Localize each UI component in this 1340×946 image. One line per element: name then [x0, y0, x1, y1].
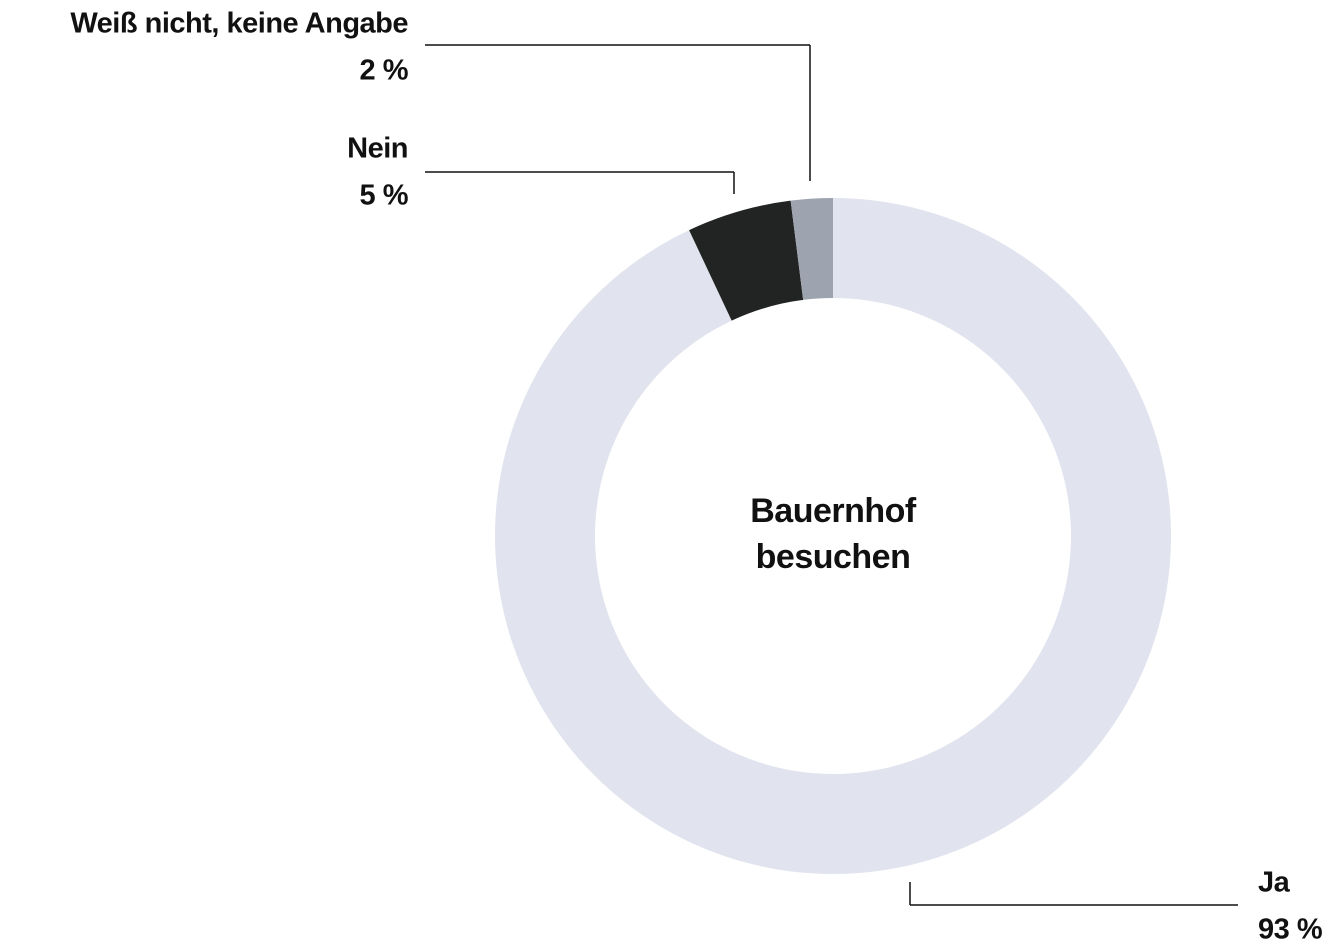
value-label: 93 % — [1258, 914, 1323, 946]
value-label: 2 % — [360, 55, 409, 87]
segment-label: Ja — [1258, 867, 1291, 899]
segment-label: Nein — [347, 133, 408, 165]
segment-label: Weiß nicht, keine Angabe — [70, 8, 408, 40]
donut-segment — [790, 198, 833, 300]
value-label: 5 % — [360, 180, 409, 212]
donut-segment — [494, 198, 1171, 874]
center-label: Bauernhof besuchen — [750, 492, 916, 576]
donut-segment — [689, 200, 804, 321]
